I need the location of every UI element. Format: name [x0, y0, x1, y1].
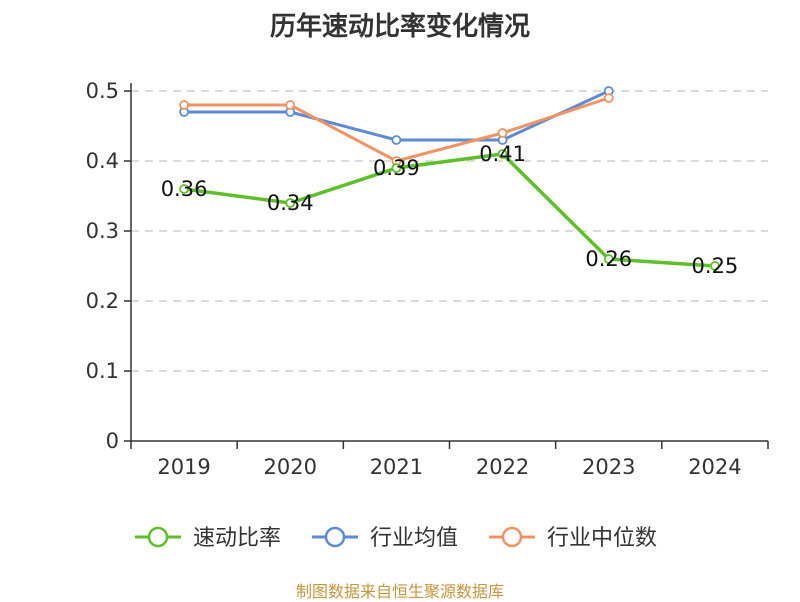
legend-item[interactable]: 行业均值	[312, 526, 458, 551]
data-labels: 0.36 0.34 0.39 0.41 0.26 0.25	[161, 142, 739, 278]
data-point	[285, 198, 296, 208]
grid-lines	[131, 90, 768, 372]
legend-swatch-marker	[501, 526, 523, 548]
source-note: 制图数据来自恒生聚源数据库	[295, 582, 504, 601]
data-label: 0.26	[585, 247, 632, 271]
x-tick-label: 2022	[476, 455, 529, 479]
axes: 0 0.1 0.2 0.3 0.4 0.5 2019 2020 2021 2022 2023 2024	[86, 79, 769, 479]
y-tick-label: 0.1	[86, 359, 119, 383]
x-tick-label: 2024	[688, 455, 741, 479]
series-line-1	[184, 89, 610, 142]
x-tick-label: 2023	[582, 455, 635, 479]
y-tick-label: 0.4	[86, 149, 119, 173]
legend-label: 行业均值	[370, 526, 458, 551]
x-tick-label: 2020	[264, 455, 317, 479]
legend-swatch-marker	[324, 526, 346, 548]
x-tick-label: 2021	[370, 455, 423, 479]
chart-title: 历年速动比率变化情况	[269, 12, 530, 42]
y-tick-label: 0	[106, 429, 119, 453]
legend: 速动比率 行业均值 行业中位数	[135, 526, 657, 551]
legend-swatch-marker	[147, 526, 169, 548]
series-line-2	[184, 96, 610, 163]
data-point	[285, 100, 296, 110]
y-tick-label: 0.5	[86, 79, 119, 103]
series-line-0	[183, 152, 716, 268]
series-lines	[179, 86, 720, 271]
legend-label: 速动比率	[193, 526, 281, 551]
y-tick-label: 0.2	[86, 289, 119, 313]
data-label: 0.41	[479, 142, 526, 166]
legend-label: 行业中位数	[547, 526, 657, 551]
data-label: 0.25	[692, 254, 739, 278]
data-point	[391, 163, 402, 173]
data-point	[497, 128, 508, 138]
x-tick-label: 2019	[157, 455, 210, 479]
legend-item[interactable]: 行业中位数	[489, 526, 657, 551]
data-label: 0.39	[373, 156, 420, 180]
data-label: 0.36	[161, 177, 208, 201]
data-point	[710, 261, 720, 271]
y-tick-label: 0.3	[86, 219, 119, 243]
legend-item[interactable]: 速动比率	[135, 526, 281, 551]
data-point	[497, 149, 508, 159]
data-point	[179, 100, 189, 110]
data-point	[603, 254, 614, 264]
data-point	[603, 93, 614, 103]
data-point	[391, 135, 402, 145]
data-point	[179, 184, 189, 194]
data-label: 0.34	[267, 191, 314, 215]
